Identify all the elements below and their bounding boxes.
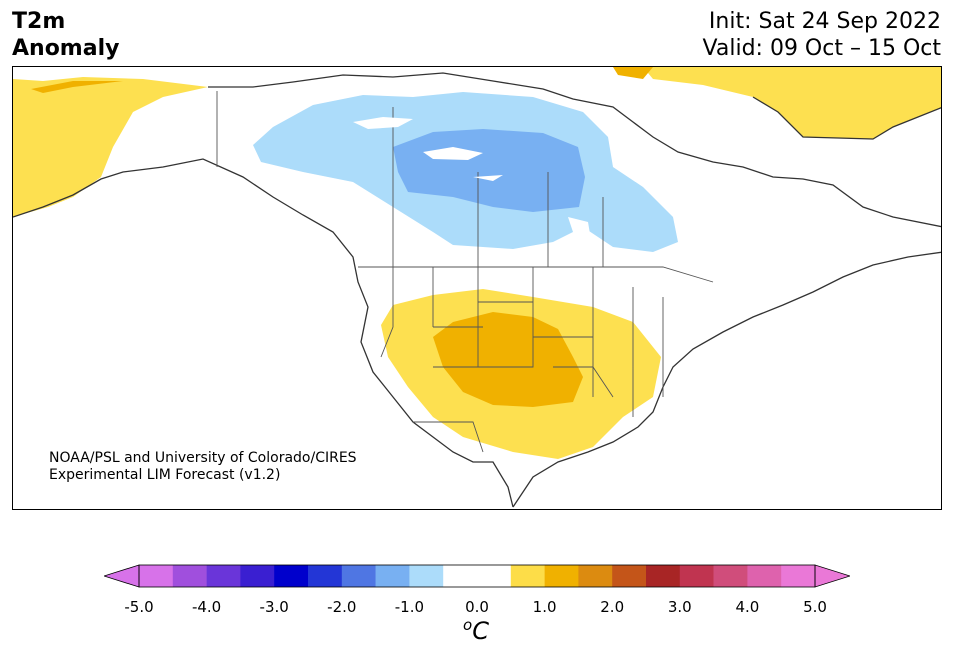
colorbar-unit-label: oC [463,616,489,645]
unit-degree-sup: o [463,616,473,634]
credit-text: NOAA/PSL and University of Colorado/CIRE… [49,450,357,484]
colorbar-tick-label: -5.0 [124,598,154,616]
credit-line-2: Experimental LIM Forecast (v1.2) [49,467,281,483]
colorbar-cell [274,565,309,587]
map-svg [13,67,941,508]
colorbar-cell [172,565,207,587]
colorbar-cell [240,565,275,587]
political-borders [216,91,714,453]
colorbar-tick-label: -4.0 [191,598,222,616]
colorbar-tick-label: -1.0 [394,598,425,616]
init-date: Init: Sat 24 Sep 2022 [708,9,941,34]
colorbar [104,564,850,588]
colorbar-tick-label: 5.0 [803,598,827,616]
colorbar-tick-label: 0.0 [465,598,489,616]
forecast-dates: Init: Sat 24 Sep 2022 Valid: 09 Oct – 15… [703,8,941,62]
colorbar-tick-label: -3.0 [259,598,289,616]
colorbar-cell [510,565,545,587]
lakes [353,117,593,252]
valid-date: Valid: 09 Oct – 15 Oct [702,36,941,61]
colorbar-cell [443,565,478,587]
colorbar-cell [646,565,681,587]
colorbar-outline [138,564,816,588]
colorbar-cell [409,565,444,587]
colorbar-cell [781,565,816,587]
greenland-warm-core [613,67,653,79]
colorbar-tick-label: -2.0 [327,598,357,616]
us-warm-core [433,312,583,407]
colorbar-over-arrow [814,564,850,588]
alaska-warm-region [13,77,208,217]
colorbar-tick-label: 4.0 [735,598,760,616]
colorbar-cell [612,565,647,587]
coastlines [13,72,941,508]
colorbar-cell [375,565,410,587]
colorbar-cell [679,565,714,587]
colorbar-cell [578,565,613,587]
colorbar-cell [713,565,748,587]
colorbar-tick-label: 2.0 [600,598,625,616]
colorbar-cell [139,565,174,587]
colorbar-tick-label: 3.0 [667,598,692,616]
colorbar-cells [139,565,816,587]
credit-line-1: NOAA/PSL and University of Colorado/CIRE… [49,450,357,466]
colorbar-cell [477,565,512,587]
title-line-2: Anomaly [12,36,120,61]
colorbar-under-arrow [104,564,140,588]
title-line-1: T2m [12,9,66,34]
anomaly-map [12,66,942,510]
colorbar-cell [308,565,343,587]
greenland-warm-region [643,67,941,139]
colorbar-cell [544,565,579,587]
alaska-warm-core [31,81,123,93]
colorbar-cell [341,565,376,587]
colorbar-cell [747,565,782,587]
unit-letter: C [472,617,489,645]
colorbar-cell [206,565,241,587]
colorbar-tick-label: 1.0 [532,598,557,616]
chart-title: T2m Anomaly [12,8,119,62]
